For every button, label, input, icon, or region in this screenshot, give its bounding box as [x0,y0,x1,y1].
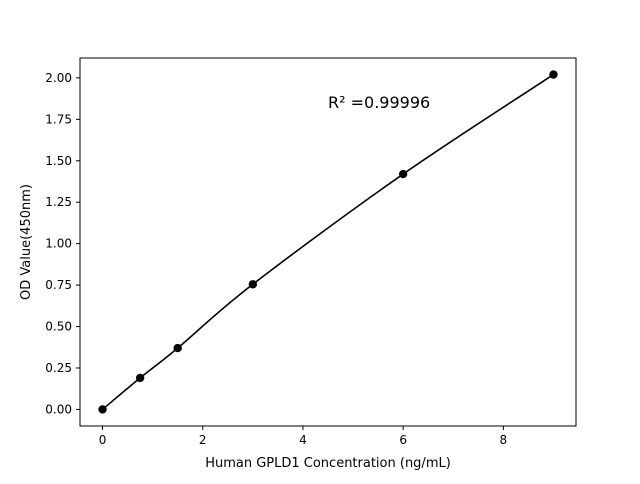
y-tick-label: 2.00 [45,71,72,85]
fit-curve [102,73,554,411]
x-tick-label: 4 [299,433,307,447]
data-point [248,280,258,289]
x-axis-label: Human GPLD1 Concentration (ng/mL) [205,456,451,471]
y-tick-label: 1.50 [45,154,72,168]
x-tick-label: 8 [500,433,508,447]
y-tick-label: 1.00 [45,237,72,251]
y-tick-label: 0.00 [45,402,72,416]
y-tick-label: 0.50 [45,320,72,334]
y-axis-label: OD Value(450nm) [19,184,34,300]
x-tick-label: 0 [99,433,107,447]
y-tick-label: 1.75 [45,112,72,126]
y-tick-label: 0.25 [45,361,72,375]
data-point [98,405,107,414]
data-point [173,343,182,353]
r-squared-annotation: R² =0.99996 [328,93,430,112]
data-point [135,373,145,383]
x-tick-label: 2 [199,433,207,447]
plot-frame [79,57,577,427]
data-point [549,70,558,79]
x-tick-label: 6 [399,433,407,447]
data-point [398,169,408,179]
y-tick-label: 1.25 [45,195,72,209]
y-tick-label: 0.75 [45,278,72,292]
